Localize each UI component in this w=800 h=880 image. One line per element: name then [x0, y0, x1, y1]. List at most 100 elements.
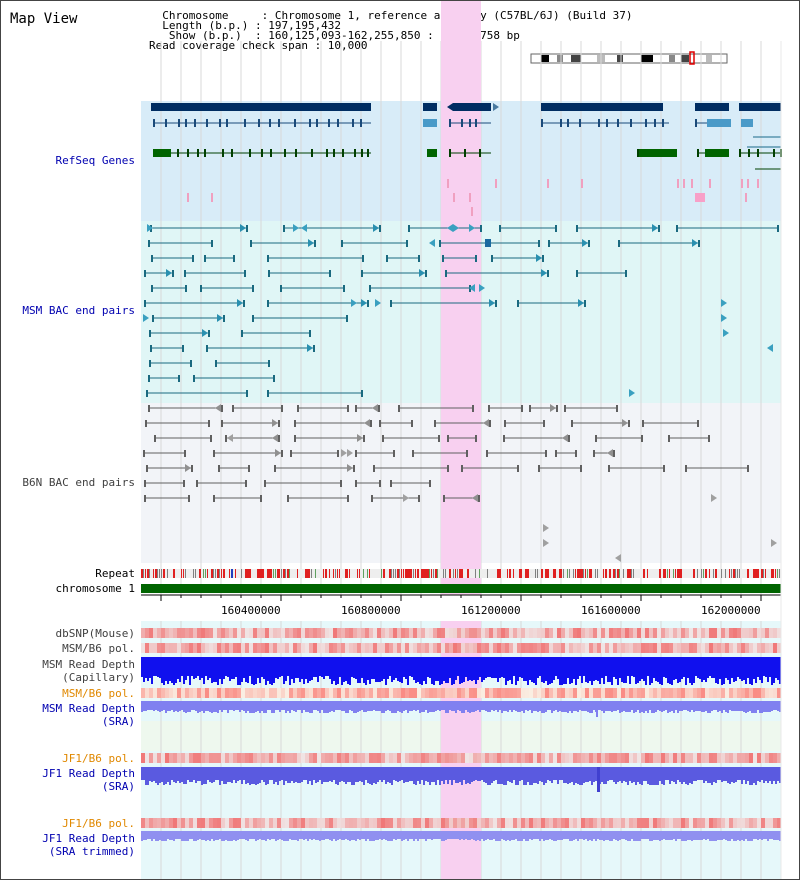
msm-read-depth-capillary-bar: [211, 657, 213, 683]
msm-read-depth-sra-bar: [261, 701, 263, 711]
jf1-read-depth-trimmed-bar: [635, 831, 637, 841]
track-label-jf1-read-depth-sra[interactable]: JF1 Read Depth (SRA): [42, 767, 135, 793]
msm-read-depth-sra-bar: [769, 701, 771, 712]
jf1-read-depth-trimmed-bar: [763, 831, 765, 839]
track-label-jf1-b6-pol-2[interactable]: JF1/B6 pol.: [62, 817, 135, 830]
jf1-read-depth-sra-bar: [319, 767, 321, 780]
track-label-chromosome[interactable]: chromosome 1: [55, 582, 135, 595]
track-label-msm-read-depth-sra[interactable]: MSM Read Depth (SRA): [42, 702, 135, 728]
track-label-msm-b6-pol[interactable]: MSM/B6 pol.: [62, 642, 135, 655]
msm-read-depth-sra-bar: [433, 701, 435, 712]
refseq-pink-mark: [447, 179, 449, 188]
jf1-read-depth-trimmed-bar: [161, 831, 163, 841]
jf1-b6-pol-heat: [765, 753, 769, 763]
refseq-transcript-exon: [541, 119, 543, 127]
b6n-bac-pair-end: [144, 480, 146, 487]
info-line-coverage-span: Read coverage check span : 10,000: [149, 39, 368, 52]
track-label-b6n-bac[interactable]: B6N BAC end pairs: [22, 476, 135, 489]
msm-read-depth-capillary-bar: [217, 657, 219, 685]
msm-read-depth-sra-bar: [529, 701, 531, 710]
jf1-b6-pol-heat: [493, 753, 497, 763]
track-label-msm-bac[interactable]: MSM BAC end pairs: [22, 304, 135, 317]
msm-read-depth-capillary-bar: [443, 657, 445, 681]
jf1-read-depth-trimmed-bar: [443, 831, 445, 841]
msm-read-depth-sra-bar: [457, 701, 459, 710]
msm-b6-pol-heat-2: [153, 688, 157, 698]
jf1-b6-pol-heat-2: [269, 818, 273, 828]
jf1-b6-pol-heat: [337, 753, 341, 763]
dbsnp-heat: [685, 628, 689, 638]
jf1-read-depth-trimmed-bar: [721, 831, 723, 840]
jf1-read-depth-trimmed-bar: [259, 831, 261, 839]
msm-bac-arrow: [202, 329, 208, 337]
jf1-b6-pol-heat: [393, 753, 397, 763]
repeat-mark: [393, 569, 394, 578]
msm-read-depth-sra-bar: [185, 701, 187, 713]
jf1-read-depth-sra-bar: [747, 767, 749, 781]
track-label-refseq-genes[interactable]: RefSeq Genes: [55, 154, 135, 167]
jf1-b6-pol-heat-2: [513, 818, 517, 828]
refseq-transcript-green-exon: [479, 149, 481, 157]
jf1-read-depth-trimmed-bar: [257, 831, 259, 840]
msm-read-depth-sra-bar: [633, 701, 635, 713]
jf1-b6-pol-heat-2: [613, 818, 617, 828]
msm-b6-pol-heat-2: [349, 688, 353, 698]
msm-b6-pol-heat: [549, 643, 553, 653]
jf1-read-depth-sra-bar: [193, 767, 195, 780]
repeat-mark: [559, 569, 561, 578]
track-label-jf1-b6-pol[interactable]: JF1/B6 pol.: [62, 752, 135, 765]
jf1-b6-pol-heat: [641, 753, 645, 763]
jf1-b6-pol-heat: [773, 753, 777, 763]
msm-b6-pol-heat: [145, 643, 149, 653]
repeat-mark: [215, 569, 216, 578]
msm-read-depth-capillary-bar: [243, 657, 245, 678]
jf1-read-depth-sra-bar: [573, 767, 575, 785]
msm-b6-pol-heat-2: [765, 688, 769, 698]
msm-read-depth-sra-bar: [719, 701, 721, 711]
repeat-mark: [163, 569, 165, 578]
repeat-mark: [535, 569, 536, 578]
msm-read-depth-sra-bar: [551, 701, 553, 713]
track-label-msm-b6-pol-2[interactable]: MSM/B6 pol.: [62, 687, 135, 700]
msm-bac-arrow: [721, 314, 727, 322]
msm-bac-arrow: [479, 284, 485, 292]
jf1-read-depth-sra-bar: [223, 767, 225, 784]
msm-b6-pol-heat-2: [261, 688, 265, 698]
jf1-read-depth-trimmed-bar: [569, 831, 571, 841]
msm-bac-pair-end: [625, 270, 627, 277]
jf1-b6-pol-heat: [265, 753, 269, 763]
msm-read-depth-sra-bar: [563, 701, 565, 712]
msm-read-depth-sra-bar: [295, 701, 297, 712]
track-label-dbsnp[interactable]: dbSNP(Mouse): [55, 627, 135, 640]
jf1-read-depth-sra-bar: [369, 767, 371, 784]
msm-read-depth-sra-bar: [323, 701, 325, 713]
track-label-repeat[interactable]: Repeat: [95, 567, 135, 580]
jf1-read-depth-sra-bar: [263, 767, 265, 782]
jf1-read-depth-sra-bar: [565, 767, 567, 783]
dbsnp-heat: [221, 628, 225, 638]
msm-read-depth-capillary-bar: [691, 657, 693, 685]
msm-read-depth-sra-bar: [621, 701, 623, 712]
msm-read-depth-sra-bar: [573, 701, 575, 711]
msm-b6-pol-heat: [669, 643, 673, 653]
track-label-jf1-read-depth-trimmed[interactable]: JF1 Read Depth (SRA trimmed): [42, 832, 135, 858]
dbsnp-heat: [381, 628, 385, 638]
msm-b6-pol-heat: [753, 643, 757, 653]
refseq-transcript-green-exon: [204, 149, 206, 157]
jf1-read-depth-sra-bar: [531, 767, 533, 785]
repeat-mark: [453, 569, 454, 578]
msm-read-depth-capillary-bar: [725, 657, 727, 678]
msm-read-depth-capillary-bar: [257, 657, 259, 678]
jf1-read-depth-trimmed-bar: [583, 831, 585, 840]
msm-read-depth-sra-bar: [345, 701, 347, 713]
jf1-b6-pol-heat: [381, 753, 385, 763]
jf1-read-depth-trimmed-bar: [505, 831, 507, 841]
jf1-read-depth-sra-bar: [333, 767, 335, 780]
b6n-bac-pair-end: [564, 405, 566, 412]
track-label-msm-read-depth-capillary[interactable]: MSM Read Depth (Capillary): [42, 658, 135, 684]
msm-b6-pol-heat: [489, 643, 493, 653]
msm-read-depth-sra-bar: [405, 701, 407, 710]
msm-read-depth-capillary-bar: [599, 657, 601, 684]
msm-read-depth-capillary-bar: [495, 657, 497, 678]
